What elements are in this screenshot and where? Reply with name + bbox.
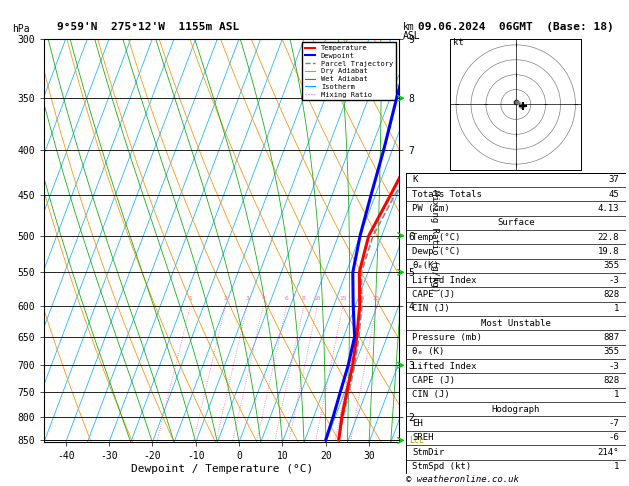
Text: 828: 828 [603, 290, 619, 299]
Legend: Temperature, Dewpoint, Parcel Trajectory, Dry Adiabat, Wet Adiabat, Isotherm, Mi: Temperature, Dewpoint, Parcel Trajectory… [302, 42, 396, 100]
Text: 4: 4 [261, 296, 265, 301]
Text: 19.8: 19.8 [598, 247, 619, 256]
Text: PW (cm): PW (cm) [413, 204, 450, 213]
Text: 355: 355 [603, 347, 619, 356]
Text: 09.06.2024  06GMT  (Base: 18): 09.06.2024 06GMT (Base: 18) [418, 21, 614, 32]
Text: kt: kt [453, 38, 464, 47]
Text: StmSpd (kt): StmSpd (kt) [413, 462, 471, 471]
Text: CAPE (J): CAPE (J) [413, 376, 455, 385]
Text: 3: 3 [245, 296, 249, 301]
Text: -3: -3 [608, 362, 619, 371]
Text: 15: 15 [339, 296, 347, 301]
Text: -7: -7 [608, 419, 619, 428]
Text: 2: 2 [224, 296, 228, 301]
Text: © weatheronline.co.uk: © weatheronline.co.uk [406, 474, 518, 484]
Text: Surface: Surface [497, 218, 535, 227]
Text: K: K [413, 175, 418, 184]
Text: 887: 887 [603, 333, 619, 342]
Text: km: km [403, 21, 415, 32]
Text: 37: 37 [608, 175, 619, 184]
Text: 22.8: 22.8 [598, 233, 619, 242]
Text: CIN (J): CIN (J) [413, 304, 450, 313]
Text: 45: 45 [608, 190, 619, 199]
Text: 1: 1 [614, 304, 619, 313]
Text: -3: -3 [608, 276, 619, 285]
Text: Lifted Index: Lifted Index [413, 276, 477, 285]
Text: 828: 828 [603, 376, 619, 385]
Text: 6: 6 [285, 296, 289, 301]
Text: θₑ (K): θₑ (K) [413, 347, 445, 356]
Text: Pressure (mb): Pressure (mb) [413, 333, 482, 342]
Text: 9°59'N  275°12'W  1155m ASL: 9°59'N 275°12'W 1155m ASL [57, 21, 239, 32]
Text: θₑ(K): θₑ(K) [413, 261, 439, 270]
Text: Totals Totals: Totals Totals [413, 190, 482, 199]
Text: 4.13: 4.13 [598, 204, 619, 213]
Text: Mixing Ratio (g/kg): Mixing Ratio (g/kg) [430, 190, 438, 292]
Text: -6: -6 [608, 434, 619, 442]
Text: 25: 25 [373, 296, 380, 301]
Text: 20: 20 [358, 296, 365, 301]
Text: 1: 1 [614, 462, 619, 471]
Text: Dewp (°C): Dewp (°C) [413, 247, 460, 256]
Text: Most Unstable: Most Unstable [481, 319, 551, 328]
Text: ASL: ASL [403, 31, 420, 41]
Text: EH: EH [413, 419, 423, 428]
Text: 8: 8 [302, 296, 306, 301]
Text: 355: 355 [603, 261, 619, 270]
Text: 1: 1 [189, 296, 192, 301]
Text: 1: 1 [614, 390, 619, 399]
Text: hPa: hPa [13, 24, 30, 34]
Text: SREH: SREH [413, 434, 434, 442]
Text: Lifted Index: Lifted Index [413, 362, 477, 371]
Text: 10: 10 [314, 296, 321, 301]
Text: CAPE (J): CAPE (J) [413, 290, 455, 299]
Text: StmDir: StmDir [413, 448, 445, 457]
Text: 214°: 214° [598, 448, 619, 457]
X-axis label: Dewpoint / Temperature (°C): Dewpoint / Temperature (°C) [131, 464, 313, 474]
Text: LCL: LCL [409, 436, 424, 445]
Text: Hodograph: Hodograph [492, 405, 540, 414]
Text: CIN (J): CIN (J) [413, 390, 450, 399]
Text: Temp (°C): Temp (°C) [413, 233, 460, 242]
